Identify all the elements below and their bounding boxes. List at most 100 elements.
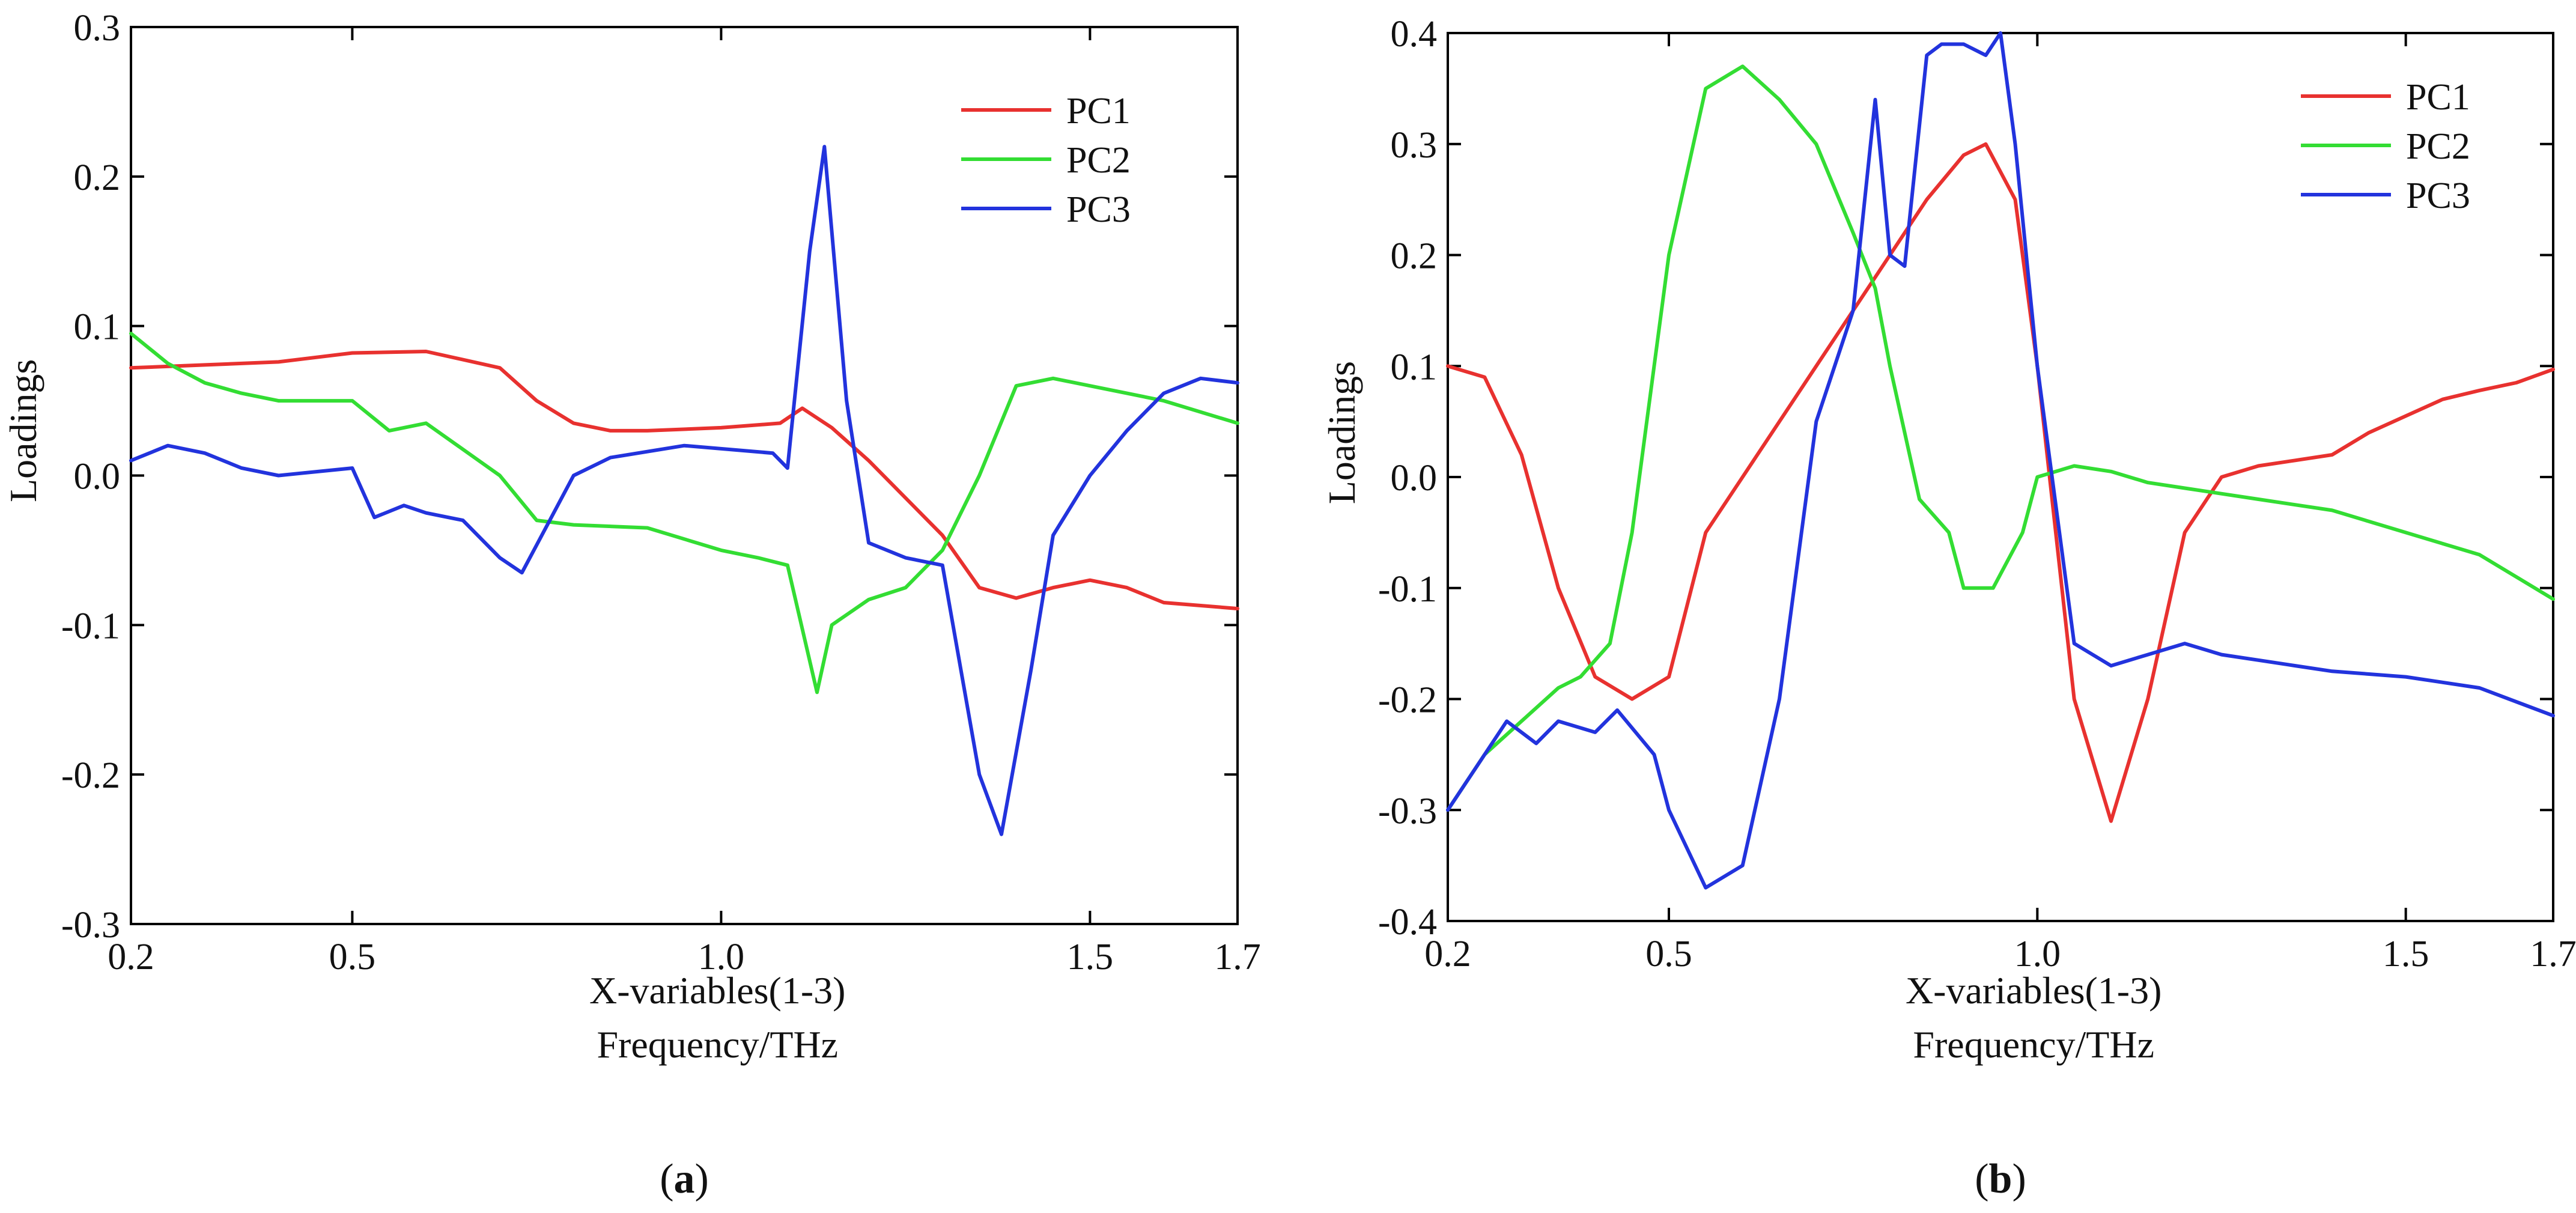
chart-b-pc2-point: [1609, 643, 1611, 644]
chart-a-x-axis-label: X-variables(1-3): [589, 969, 845, 1012]
chart-a-legend-label-pc3: PC3: [1066, 189, 1131, 230]
chart-b-pc1-point: [2184, 532, 2186, 533]
chart-b-y-tick-label: 0.4: [1391, 14, 1438, 55]
chart-b-y-tick-label: -0.3: [1378, 791, 1437, 831]
chart-a-pc3-point: [787, 467, 788, 469]
chart-a-y-tick-label: -0.1: [61, 606, 120, 646]
chart-b-pc3-point: [1815, 421, 1817, 422]
chart-b-legend-label-pc1: PC1: [2406, 77, 2470, 118]
chart-a-y-axis-label: Loadings: [2, 359, 44, 502]
chart-b-x-tick-label: 1.5: [2383, 934, 2429, 974]
chart-a-pc3-point: [809, 251, 810, 252]
chart-b-pc2-point: [2405, 532, 2407, 533]
chart-b-x-axis-unit-label: Frequency/THz: [1913, 1023, 2154, 1066]
chart-a-pc3-point: [278, 475, 279, 476]
chart-a-pc2-point: [979, 475, 980, 476]
chart-b-y-tick-label: -0.4: [1378, 902, 1437, 943]
chart-b-series-pc1-line: [1446, 142, 2555, 823]
chart-b-pc2-point: [2110, 471, 2112, 472]
chart-a-series-pc1-line: [129, 350, 1239, 610]
chart-a-y-tick-label: -0.3: [61, 905, 120, 946]
chart-b-pc1-point: [1963, 154, 1964, 156]
chart-a-y-tick-label: 0.3: [74, 8, 121, 49]
chart-a-pc1-point: [647, 430, 648, 431]
chart-b-y-axis-label: Loadings: [1320, 361, 1363, 504]
chart-a-pc3-point: [1126, 430, 1128, 431]
chart-a-pc2-point: [130, 333, 132, 334]
chart-a-x-tick-label: 1.0: [698, 937, 745, 977]
chart-b-pc3-point: [1742, 865, 1743, 866]
chart-a-y-tick-label: -0.2: [61, 755, 120, 796]
chart-b-pc3-point: [1874, 99, 1876, 100]
chart-a-legend-label-pc2: PC2: [1066, 140, 1131, 181]
chart-a-pc3-point: [573, 475, 574, 476]
chart-panel-a: 0.2 0.5 1.0 1.5 1.7 -0.3 -0.2 -0.1 0.0 0.1 0.2 0.3 L…: [2, 8, 1261, 1202]
chart-a-pc3-point: [204, 452, 205, 454]
chart-a-pc1-point: [942, 535, 943, 536]
chart-b-pc1-point: [1779, 421, 1780, 422]
chart-a-panel-caption-part: a: [674, 1156, 695, 1202]
chart-a-pc2-point: [573, 524, 574, 526]
chart-b-pc2-point: [1779, 99, 1780, 100]
chart-a-x-tick-label: 1.5: [1067, 937, 1114, 977]
chart-a-pc3-point: [684, 445, 685, 446]
chart-b-pc2-point: [1558, 687, 1559, 689]
chart-a-pc3-point: [1001, 834, 1002, 835]
chart-a-pc2-point: [816, 692, 818, 693]
chart-b-pc3-point: [1536, 743, 1537, 744]
chart-a-x-axis-unit-label: Frequency/THz: [597, 1023, 838, 1066]
chart-b-series-pc2-line: [1446, 64, 2555, 812]
chart-a-series-pc2-line: [129, 332, 1239, 695]
chart-b-pc2-point: [1742, 65, 1743, 67]
chart-b-pc2-point: [1580, 676, 1581, 678]
chart-a-legend-label-pc1: PC1: [1066, 91, 1131, 132]
chart-b-x-tick-label: 1.7: [2530, 934, 2576, 974]
chart-a-pc1-point: [801, 408, 803, 409]
chart-a-pc3-point: [351, 467, 353, 469]
chart-b-pc3-point: [1558, 720, 1559, 722]
chart-b-legend-label-pc2: PC2: [2406, 126, 2470, 167]
chart-a-x-tick-label: 1.7: [1214, 937, 1261, 977]
chart-b-y-tick-label: 0.3: [1391, 125, 1438, 166]
chart-b-pc1-point: [1594, 676, 1596, 678]
chart-b-series-pc3-line: [1446, 31, 2555, 890]
chart-b-pc3-point: [2184, 643, 2186, 644]
chart-a-pc3-point: [1053, 535, 1054, 536]
chart-b-x-tick-label: 0.2: [1424, 934, 1471, 974]
chart-b-pc3-point: [1484, 754, 1485, 755]
chart-b-x-axis-label: X-variables(1-3): [1906, 969, 2161, 1012]
chart-b-pc3-point: [2331, 670, 2333, 672]
chart-b-y-tick-label: 0.1: [1391, 347, 1438, 388]
chart-a-x-tick-label: 0.2: [108, 937, 154, 977]
chart-b-y-tick-label: -0.2: [1378, 680, 1437, 721]
chart-b-plot-frame: [1447, 32, 2554, 922]
chart-a-pc3-point: [979, 774, 980, 775]
chart-a-y-tick-label: 0.0: [74, 457, 121, 497]
chart-a-pc1-point: [573, 422, 574, 424]
chart-a-x-tick-label: 0.5: [329, 937, 376, 977]
chart-a-pc3-point: [425, 512, 427, 514]
chart-a-panel-caption: (a): [660, 1156, 709, 1202]
chart-b-pc3-point: [2479, 687, 2480, 689]
chart-a-pc3-point: [610, 457, 611, 458]
chart-b-y-tick-label: 0.0: [1391, 458, 1438, 499]
chart-b-x-tick-label: 1.0: [2014, 934, 2061, 974]
chart-b-pc2-point: [2022, 532, 2023, 533]
chart-b-pc2-point: [2037, 476, 2038, 478]
chart-b-panel-caption-part: ): [2012, 1156, 2026, 1202]
chart-b-pc1-point: [2479, 390, 2480, 391]
chart-a-pc1-point: [610, 430, 611, 431]
chart-b-pc3-point: [2405, 676, 2407, 678]
chart-b-pc2-point: [1521, 720, 1522, 722]
chart-a-pc2-point: [536, 520, 537, 521]
chart-a-pc2-point: [425, 422, 427, 424]
chart-b-panel-caption-part: b: [1989, 1156, 2012, 1202]
chart-a-y-tick-label: 0.1: [74, 307, 121, 348]
chart-b-y-tick-label: 0.2: [1391, 236, 1438, 277]
chart-b-legend-label-pc3: PC3: [2406, 175, 2470, 216]
chart-a-panel-caption-part: ): [695, 1156, 709, 1202]
chart-b-pc1-point: [2516, 382, 2517, 383]
chart-b-x-tick-label: 0.5: [1645, 934, 1692, 974]
chart-b-y-tick-label: -0.1: [1378, 569, 1437, 610]
